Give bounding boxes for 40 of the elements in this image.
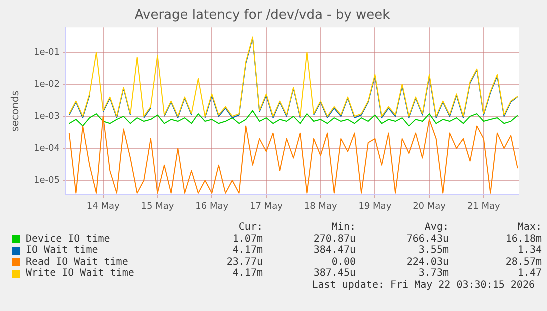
text: 23.77u <box>226 256 263 268</box>
legend-label: Device IO time <box>26 234 112 245</box>
text: Max: <box>516 222 542 234</box>
y-tick-label: 1e-04 <box>34 144 60 154</box>
text: Last update: Fri May 22 03:30:15 2026 <box>312 280 535 291</box>
text: 1.34 <box>516 245 542 256</box>
x-tick-label: 16 May <box>196 202 230 212</box>
y-tick-label: 1e-05 <box>34 176 60 186</box>
text: 0.00 <box>330 256 356 268</box>
x-tick-label: 14 May <box>86 202 121 212</box>
x-tick-label: 21 May <box>467 202 502 212</box>
text: Min: <box>330 222 356 234</box>
legend-label: Read IO Wait time <box>26 256 130 268</box>
chart-title: Average latency for /dev/vda - by week <box>134 8 391 24</box>
text: 384.47u <box>312 245 356 256</box>
text: 4.17m <box>232 245 263 256</box>
x-tick-label: 19 May <box>358 202 392 212</box>
legend-label: Write IO Wait time <box>26 268 136 280</box>
legend-label: IO Wait time <box>26 245 100 256</box>
x-tick-label: 15 May <box>141 202 175 212</box>
text: 387.45u <box>312 268 356 280</box>
text: 3.73m <box>418 268 449 280</box>
y-tick-label: 1e-01 <box>34 48 60 58</box>
text: Cur: <box>238 222 263 234</box>
x-tick-label: 20 May <box>413 202 447 212</box>
text: 1.07m <box>232 234 263 245</box>
text: Avg: <box>424 222 449 234</box>
text: 224.03u <box>406 256 449 268</box>
text: 3.55m <box>418 245 449 256</box>
text: 16.18m <box>504 234 542 245</box>
y-axis-title: seconds <box>10 90 22 132</box>
y-tick-label: 1e-03 <box>34 112 60 122</box>
text: 1.47 <box>516 268 542 280</box>
x-tick-label: 17 May <box>250 202 284 212</box>
text: 28.57m <box>504 256 542 268</box>
text: 766.43u <box>406 234 449 245</box>
x-tick-label: 18 May <box>304 202 338 212</box>
y-tick-label: 1e-02 <box>34 80 60 90</box>
text: 4.17m <box>232 268 263 280</box>
text: 270.87u <box>312 234 356 245</box>
